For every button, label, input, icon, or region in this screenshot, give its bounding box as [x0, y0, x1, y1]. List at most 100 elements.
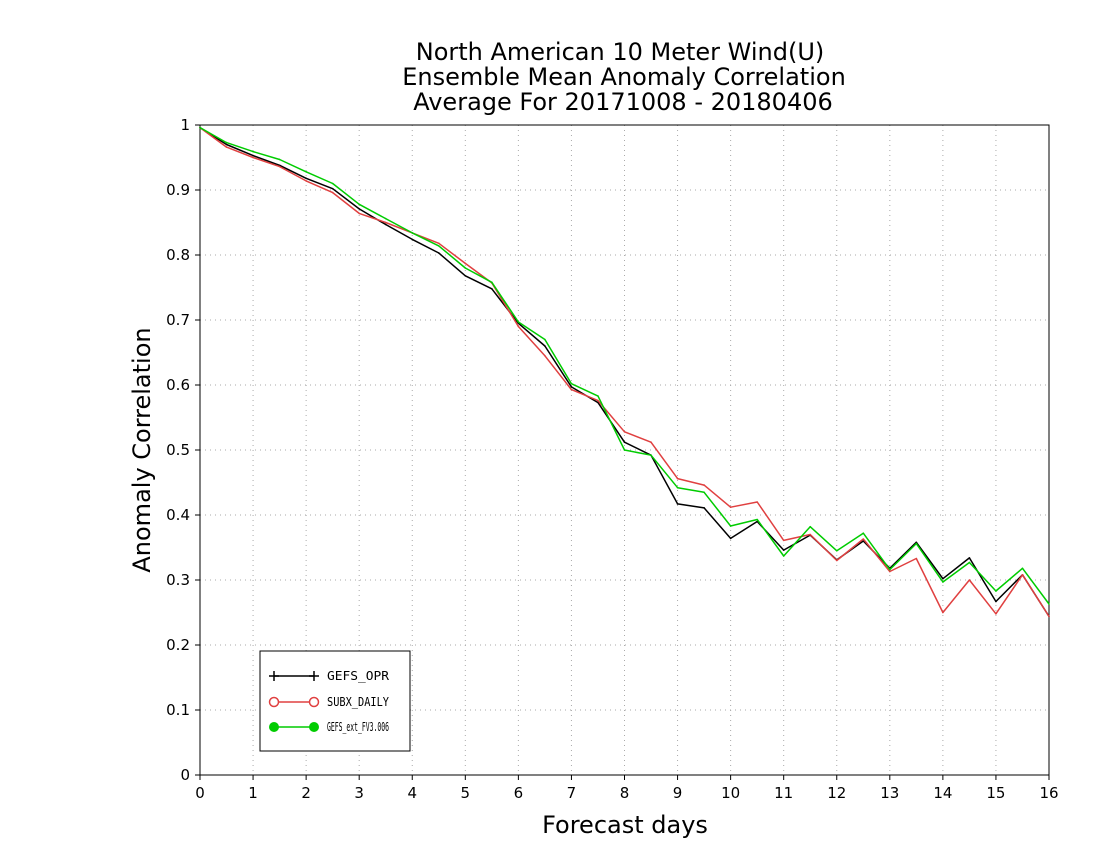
x-tick-label: 12 [827, 784, 846, 802]
legend-box [259, 650, 411, 752]
data-point [703, 484, 705, 486]
data-point [517, 325, 520, 328]
legend-marker-plus-icon [269, 671, 279, 681]
data-point [225, 146, 228, 148]
x-tick-label: 13 [880, 784, 899, 802]
data-point [650, 441, 652, 444]
data-point [305, 180, 307, 182]
data-point [464, 262, 467, 265]
series-layer [199, 126, 1050, 618]
data-point [358, 208, 360, 210]
data-point [1048, 603, 1050, 605]
data-point [544, 345, 546, 347]
data-point [464, 275, 467, 277]
y-tick-label: 0.6 [166, 376, 190, 394]
data-point [331, 187, 334, 190]
legend-label: SUBX_DAILY [327, 695, 390, 709]
x-axis-label: Forecast days [542, 811, 708, 839]
legend-label: GEFS_OPR [327, 669, 390, 683]
x-tick-label: 3 [354, 784, 364, 802]
data-point [252, 156, 254, 159]
chart-title: North American 10 Meter Wind(U) Ensemble… [402, 38, 846, 116]
y-tick-label: 0.2 [166, 636, 190, 654]
data-point [278, 165, 281, 168]
data-point [809, 525, 812, 528]
data-point [491, 281, 493, 284]
x-tick-label: 16 [1039, 784, 1058, 802]
y-tick-label: 1 [180, 116, 190, 134]
data-point [729, 525, 732, 527]
data-point [437, 242, 440, 245]
x-tick-label: 2 [301, 784, 311, 802]
y-tick-label: 0 [180, 766, 190, 784]
data-point [862, 532, 865, 534]
data-point [570, 388, 573, 391]
data-point [358, 212, 360, 215]
data-point [782, 555, 785, 557]
data-point [331, 182, 334, 185]
data-point [597, 395, 599, 397]
data-point [968, 579, 971, 581]
chart-title-line-3: Average For 20171008 - 20180406 [413, 88, 833, 116]
data-point [358, 203, 360, 206]
data-point [756, 501, 758, 503]
data-point [411, 232, 414, 234]
data-point [676, 503, 679, 505]
data-point [517, 321, 520, 323]
x-tick-label: 0 [195, 784, 205, 802]
y-tick-label: 0.9 [166, 181, 190, 199]
data-point [942, 611, 944, 614]
data-point [756, 518, 758, 521]
legend-item: SUBX_DAILY [268, 695, 390, 709]
y-tick-label: 0.1 [166, 701, 190, 719]
data-point [384, 221, 387, 224]
data-point [889, 568, 891, 571]
data-point [623, 449, 626, 451]
data-point [411, 238, 414, 241]
x-tick-label: 15 [986, 784, 1005, 802]
data-point [597, 399, 599, 402]
data-point [570, 382, 573, 385]
data-point [676, 486, 679, 489]
legend: GEFS_OPR SUBX_DAILY GEFS_ext_FV3.006 [259, 650, 411, 752]
y-tick-label: 0.5 [166, 441, 190, 459]
data-point [225, 141, 228, 144]
x-tick-label: 9 [673, 784, 683, 802]
data-point [544, 338, 546, 341]
data-point [1021, 574, 1024, 576]
chart-title-line-1: North American 10 Meter Wind(U) [416, 38, 825, 66]
legend-marker-filled-circle-icon [309, 722, 319, 732]
data-point [915, 557, 918, 560]
x-tick-label: 14 [933, 784, 952, 802]
data-point [995, 600, 997, 603]
data-point [703, 491, 705, 494]
data-point [729, 506, 732, 509]
data-point [650, 454, 652, 457]
data-point [995, 613, 997, 615]
y-axis-label: Anomaly Correlation [128, 327, 156, 572]
y-axis: 0 0.1 0.2 0.3 0.4 0.5 0.6 0.7 0.8 0.9 1 [166, 116, 200, 784]
x-tick-label: 11 [774, 784, 793, 802]
legend-marker-filled-circle-icon [269, 722, 279, 732]
data-point [331, 191, 334, 194]
legend-label: GEFS_ext_FV3.006 [327, 720, 389, 734]
data-point [968, 557, 971, 559]
x-tick-label: 8 [620, 784, 630, 802]
data-point [570, 386, 573, 388]
chart-title-line-2: Ensemble Mean Anomaly Correlation [402, 63, 846, 91]
data-point [782, 539, 785, 542]
data-point [703, 507, 705, 509]
data-point [623, 431, 626, 433]
x-tick-label: 6 [514, 784, 524, 802]
data-point [809, 533, 812, 536]
data-point [544, 354, 546, 357]
y-tick-label: 0.8 [166, 246, 190, 264]
data-point [835, 549, 838, 552]
data-point [491, 288, 493, 290]
data-point [464, 267, 467, 269]
data-point [437, 245, 440, 247]
data-point [889, 570, 891, 573]
data-point [782, 549, 785, 551]
legend-marker-plus-icon [309, 671, 319, 681]
